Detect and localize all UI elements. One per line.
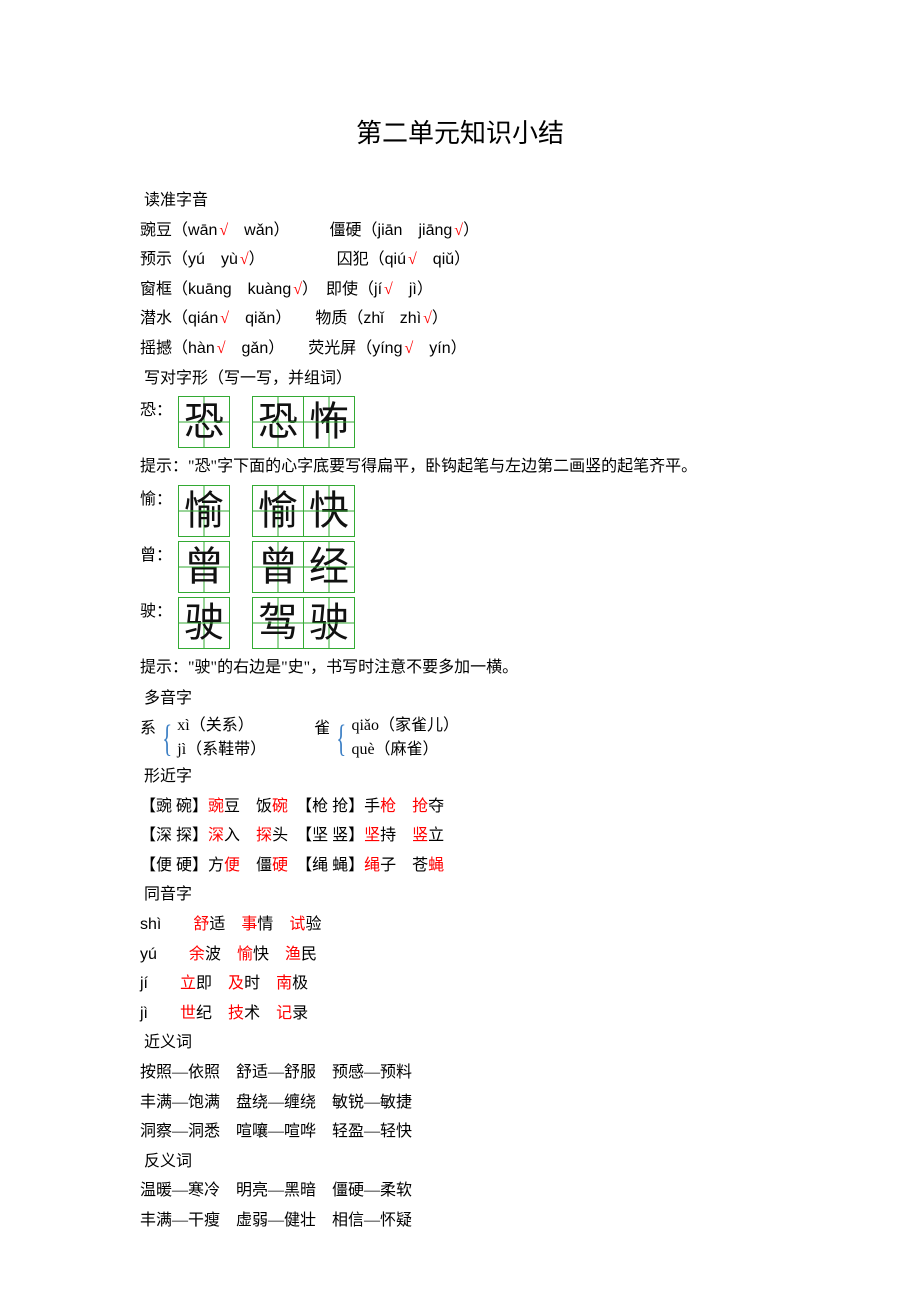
grid-char: 驶 <box>304 598 354 648</box>
shape-row: 愉：愉愉快 <box>140 485 780 537</box>
shape-row: 恐：恐恐怖 <box>140 396 780 448</box>
synonym-row: 丰满—饱满 盘绕—缠绕 敏锐—敏捷 <box>140 1088 780 1118</box>
practice-grid: 驶 <box>303 597 355 649</box>
homophone-row: jì 世纪 技术 记录 <box>140 999 780 1029</box>
similar-list: 【豌 碗】豌豆 饭碗 【枪 抢】手枪 抢夺【深 探】深入 探头 【坚 竖】坚持 … <box>140 792 780 881</box>
section-shape-head: 写对字形（写一写，并组词） <box>144 364 780 394</box>
pronunciation-row: 潜水（qián√ qiǎn） 物质（zhǐ zhì√） <box>140 304 780 334</box>
shape-label: 驶： <box>140 597 172 627</box>
section-synonym-head: 近义词 <box>144 1028 780 1058</box>
homophone-row: yú 余波 愉快 渔民 <box>140 940 780 970</box>
pronunciation-row: 摇撼（hàn√ gǎn） 荧光屏（yíng√ yín） <box>140 334 780 364</box>
similar-row: 【豌 碗】豌豆 饭碗 【枪 抢】手枪 抢夺 <box>140 792 780 822</box>
shape-label: 恐： <box>140 396 172 426</box>
antonym-row: 丰满—干瘦 虚弱—健壮 相信—怀疑 <box>140 1206 780 1236</box>
grid-char: 恐 <box>179 397 229 447</box>
grid-char: 快 <box>304 486 354 536</box>
synonym-row: 按照—依照 舒适—舒服 预感—预料 <box>140 1058 780 1088</box>
synonym-list: 按照—依照 舒适—舒服 预感—预料丰满—饱满 盘绕—缠绕 敏锐—敏捷洞察—洞悉 … <box>140 1058 780 1147</box>
pronunciation-row: 窗框（kuāng kuàng√） 即使（jí√ jì） <box>140 275 780 305</box>
practice-grid: 驾 <box>252 597 304 649</box>
pronunciation-list: 豌豆（wān√ wǎn） 僵硬（jiān jiāng√）预示（yú yù√） 囚… <box>140 216 780 364</box>
section-pronunciation-head: 读准字音 <box>144 186 780 216</box>
synonym-row: 洞察—洞悉 喧嚷—喧哗 轻盈—轻快 <box>140 1117 780 1147</box>
antonym-row: 温暖—寒冷 明亮—黑暗 僵硬—柔软 <box>140 1176 780 1206</box>
shape-hint: 提示："恐"字下面的心字底要写得扁平，卧钩起笔与左边第二画竖的起笔齐平。 <box>140 452 780 482</box>
shape-label: 曾： <box>140 541 172 571</box>
practice-grid: 怖 <box>303 396 355 448</box>
pronunciation-row: 预示（yú yù√） 囚犯（qiú√ qiǔ） <box>140 245 780 275</box>
polyphone-item: 雀{qiǎo（家雀儿）què（麻雀） <box>314 714 489 762</box>
document-page: 第二单元知识小结 读准字音 豌豆（wān√ wǎn） 僵硬（jiān jiāng… <box>0 0 920 1296</box>
practice-grid: 恐 <box>252 396 304 448</box>
practice-grid: 恐 <box>178 396 230 448</box>
polyphone-item: 系{xì（关系）jì（系鞋带） <box>140 714 296 762</box>
similar-row: 【便 硬】方便 僵硬 【绳 蝇】绳子 苍蝇 <box>140 851 780 881</box>
section-similar-head: 形近字 <box>144 762 780 792</box>
homophone-list: shì 舒适 事情 试验yú 余波 愉快 渔民jí 立即 及时 南极jì 世纪 … <box>140 910 780 1028</box>
shape-hint: 提示："驶"的右边是"史"，书写时注意不要多加一横。 <box>140 653 780 683</box>
section-antonym-head: 反义词 <box>144 1147 780 1177</box>
grid-char: 愉 <box>179 486 229 536</box>
antonym-list: 温暖—寒冷 明亮—黑暗 僵硬—柔软丰满—干瘦 虚弱—健壮 相信—怀疑 <box>140 1176 780 1235</box>
pronunciation-row: 豌豆（wān√ wǎn） 僵硬（jiān jiāng√） <box>140 216 780 246</box>
polyphone-row: 系{xì（关系）jì（系鞋带） 雀{qiǎo（家雀儿）què（麻雀） <box>140 714 780 762</box>
grid-char: 曾 <box>253 542 303 592</box>
grid-char: 曾 <box>179 542 229 592</box>
grid-char: 经 <box>304 542 354 592</box>
grid-char: 驾 <box>253 598 303 648</box>
grid-char: 驶 <box>179 598 229 648</box>
shape-list: 恐：恐恐怖提示："恐"字下面的心字底要写得扁平，卧钩起笔与左边第二画竖的起笔齐平… <box>140 396 780 682</box>
grid-char: 愉 <box>253 486 303 536</box>
page-title: 第二单元知识小结 <box>140 110 780 158</box>
practice-grid: 驶 <box>178 597 230 649</box>
shape-row: 曾：曾曾经 <box>140 541 780 593</box>
shape-row: 驶：驶驾驶 <box>140 597 780 649</box>
similar-row: 【深 探】深入 探头 【坚 竖】坚持 竖立 <box>140 821 780 851</box>
grid-char: 恐 <box>253 397 303 447</box>
section-homophone-head: 同音字 <box>144 880 780 910</box>
section-polyphone-head: 多音字 <box>144 684 780 714</box>
homophone-row: shì 舒适 事情 试验 <box>140 910 780 940</box>
grid-char: 怖 <box>304 397 354 447</box>
homophone-row: jí 立即 及时 南极 <box>140 969 780 999</box>
shape-label: 愉： <box>140 485 172 515</box>
